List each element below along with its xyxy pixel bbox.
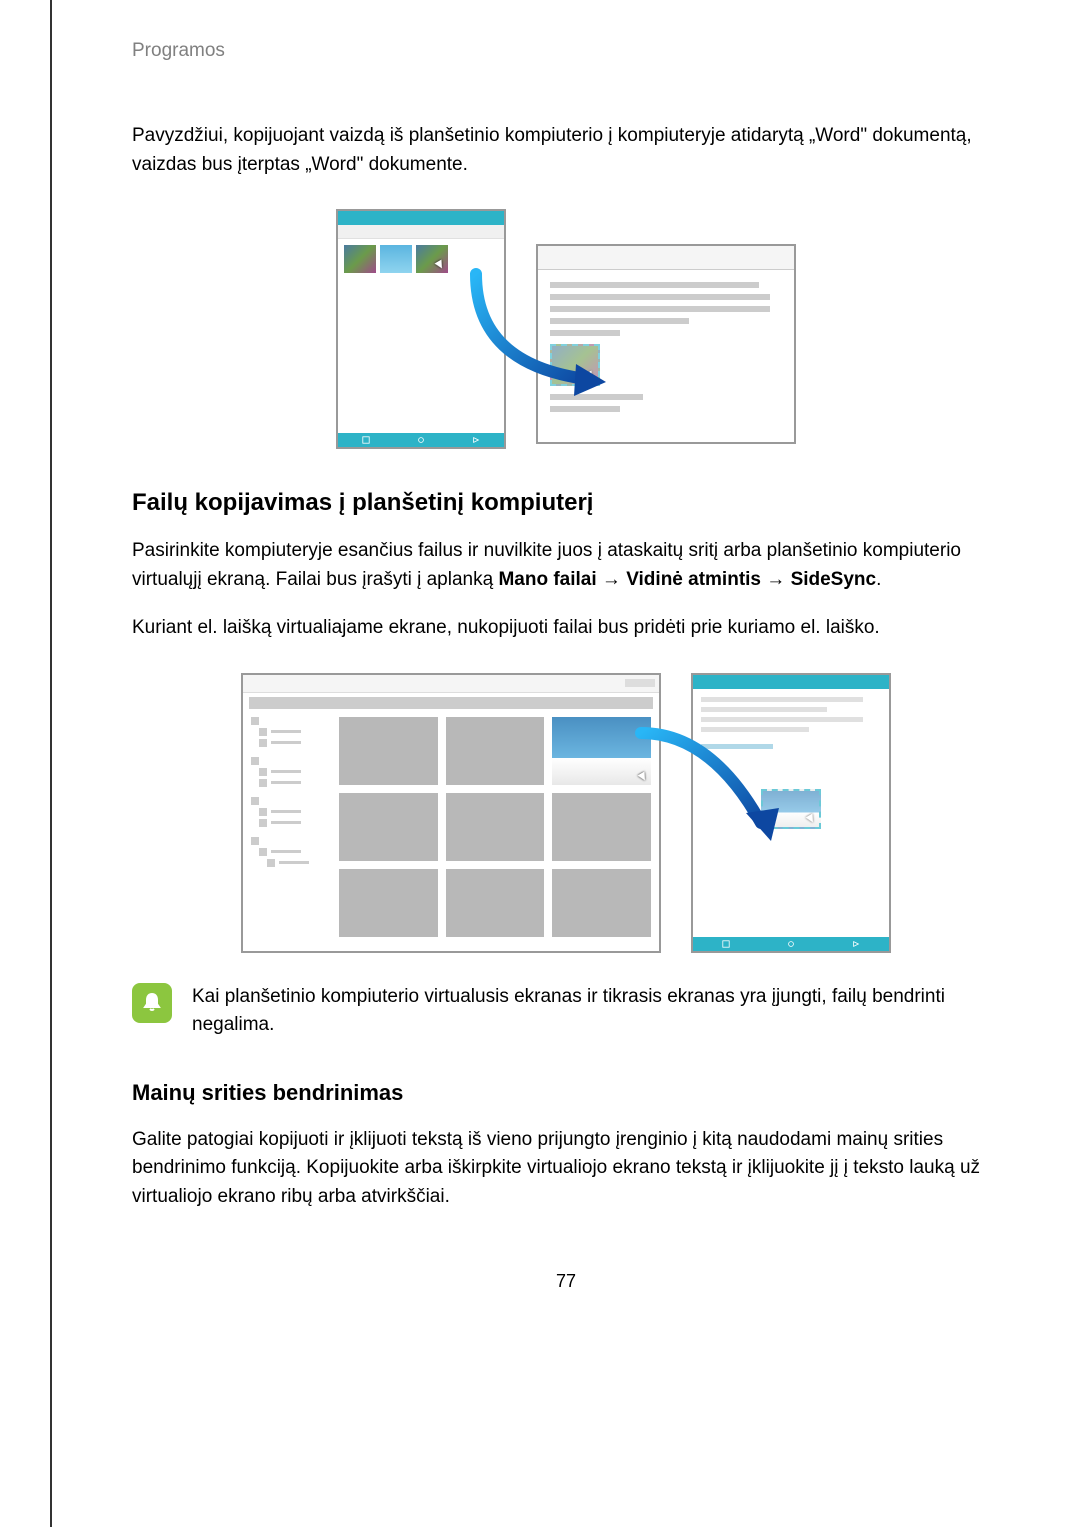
intro-paragraph: Pavyzdžiui, kopijuojant vaizdą iš planše… — [132, 122, 1000, 179]
tablet-mockup-2 — [691, 673, 891, 953]
tablet-mockup — [336, 209, 506, 449]
section1-para1: Pasirinkite kompiuteryje esančius failus… — [132, 537, 1000, 594]
section-heading-2: Mainų srities bendrinimas — [132, 1080, 1000, 1106]
page-container: Programos Pavyzdžiui, kopijuojant vaizdą… — [50, 0, 1080, 1527]
para-text: . — [876, 569, 881, 590]
section-heading-1: Failų kopijavimas į planšetinį kompiuter… — [132, 489, 1000, 517]
pc-mockup — [241, 673, 661, 953]
note-block: Kai planšetinio kompiuterio virtualusis … — [132, 983, 1000, 1040]
bold-path-3: SideSync — [791, 569, 877, 590]
bell-icon — [132, 983, 172, 1023]
bold-path-1: Mano failai — [498, 569, 596, 590]
page-number: 77 — [132, 1271, 1000, 1292]
para-text: → — [597, 569, 627, 590]
page-header: Programos — [132, 40, 1000, 62]
figure-2 — [132, 673, 1000, 953]
drop-target-icon — [761, 789, 821, 829]
note-text: Kai planšetinio kompiuterio virtualusis … — [192, 983, 1000, 1040]
section2-para: Galite patogiai kopijuoti ir įklijuoti t… — [132, 1126, 1000, 1212]
drop-target-icon — [550, 344, 600, 386]
document-mockup — [536, 244, 796, 444]
bold-path-2: Vidinė atmintis — [626, 569, 761, 590]
figure-1 — [132, 209, 1000, 449]
section1-para2: Kuriant el. laišką virtualiajame ekrane,… — [132, 614, 1000, 643]
para-text: → — [761, 569, 791, 590]
